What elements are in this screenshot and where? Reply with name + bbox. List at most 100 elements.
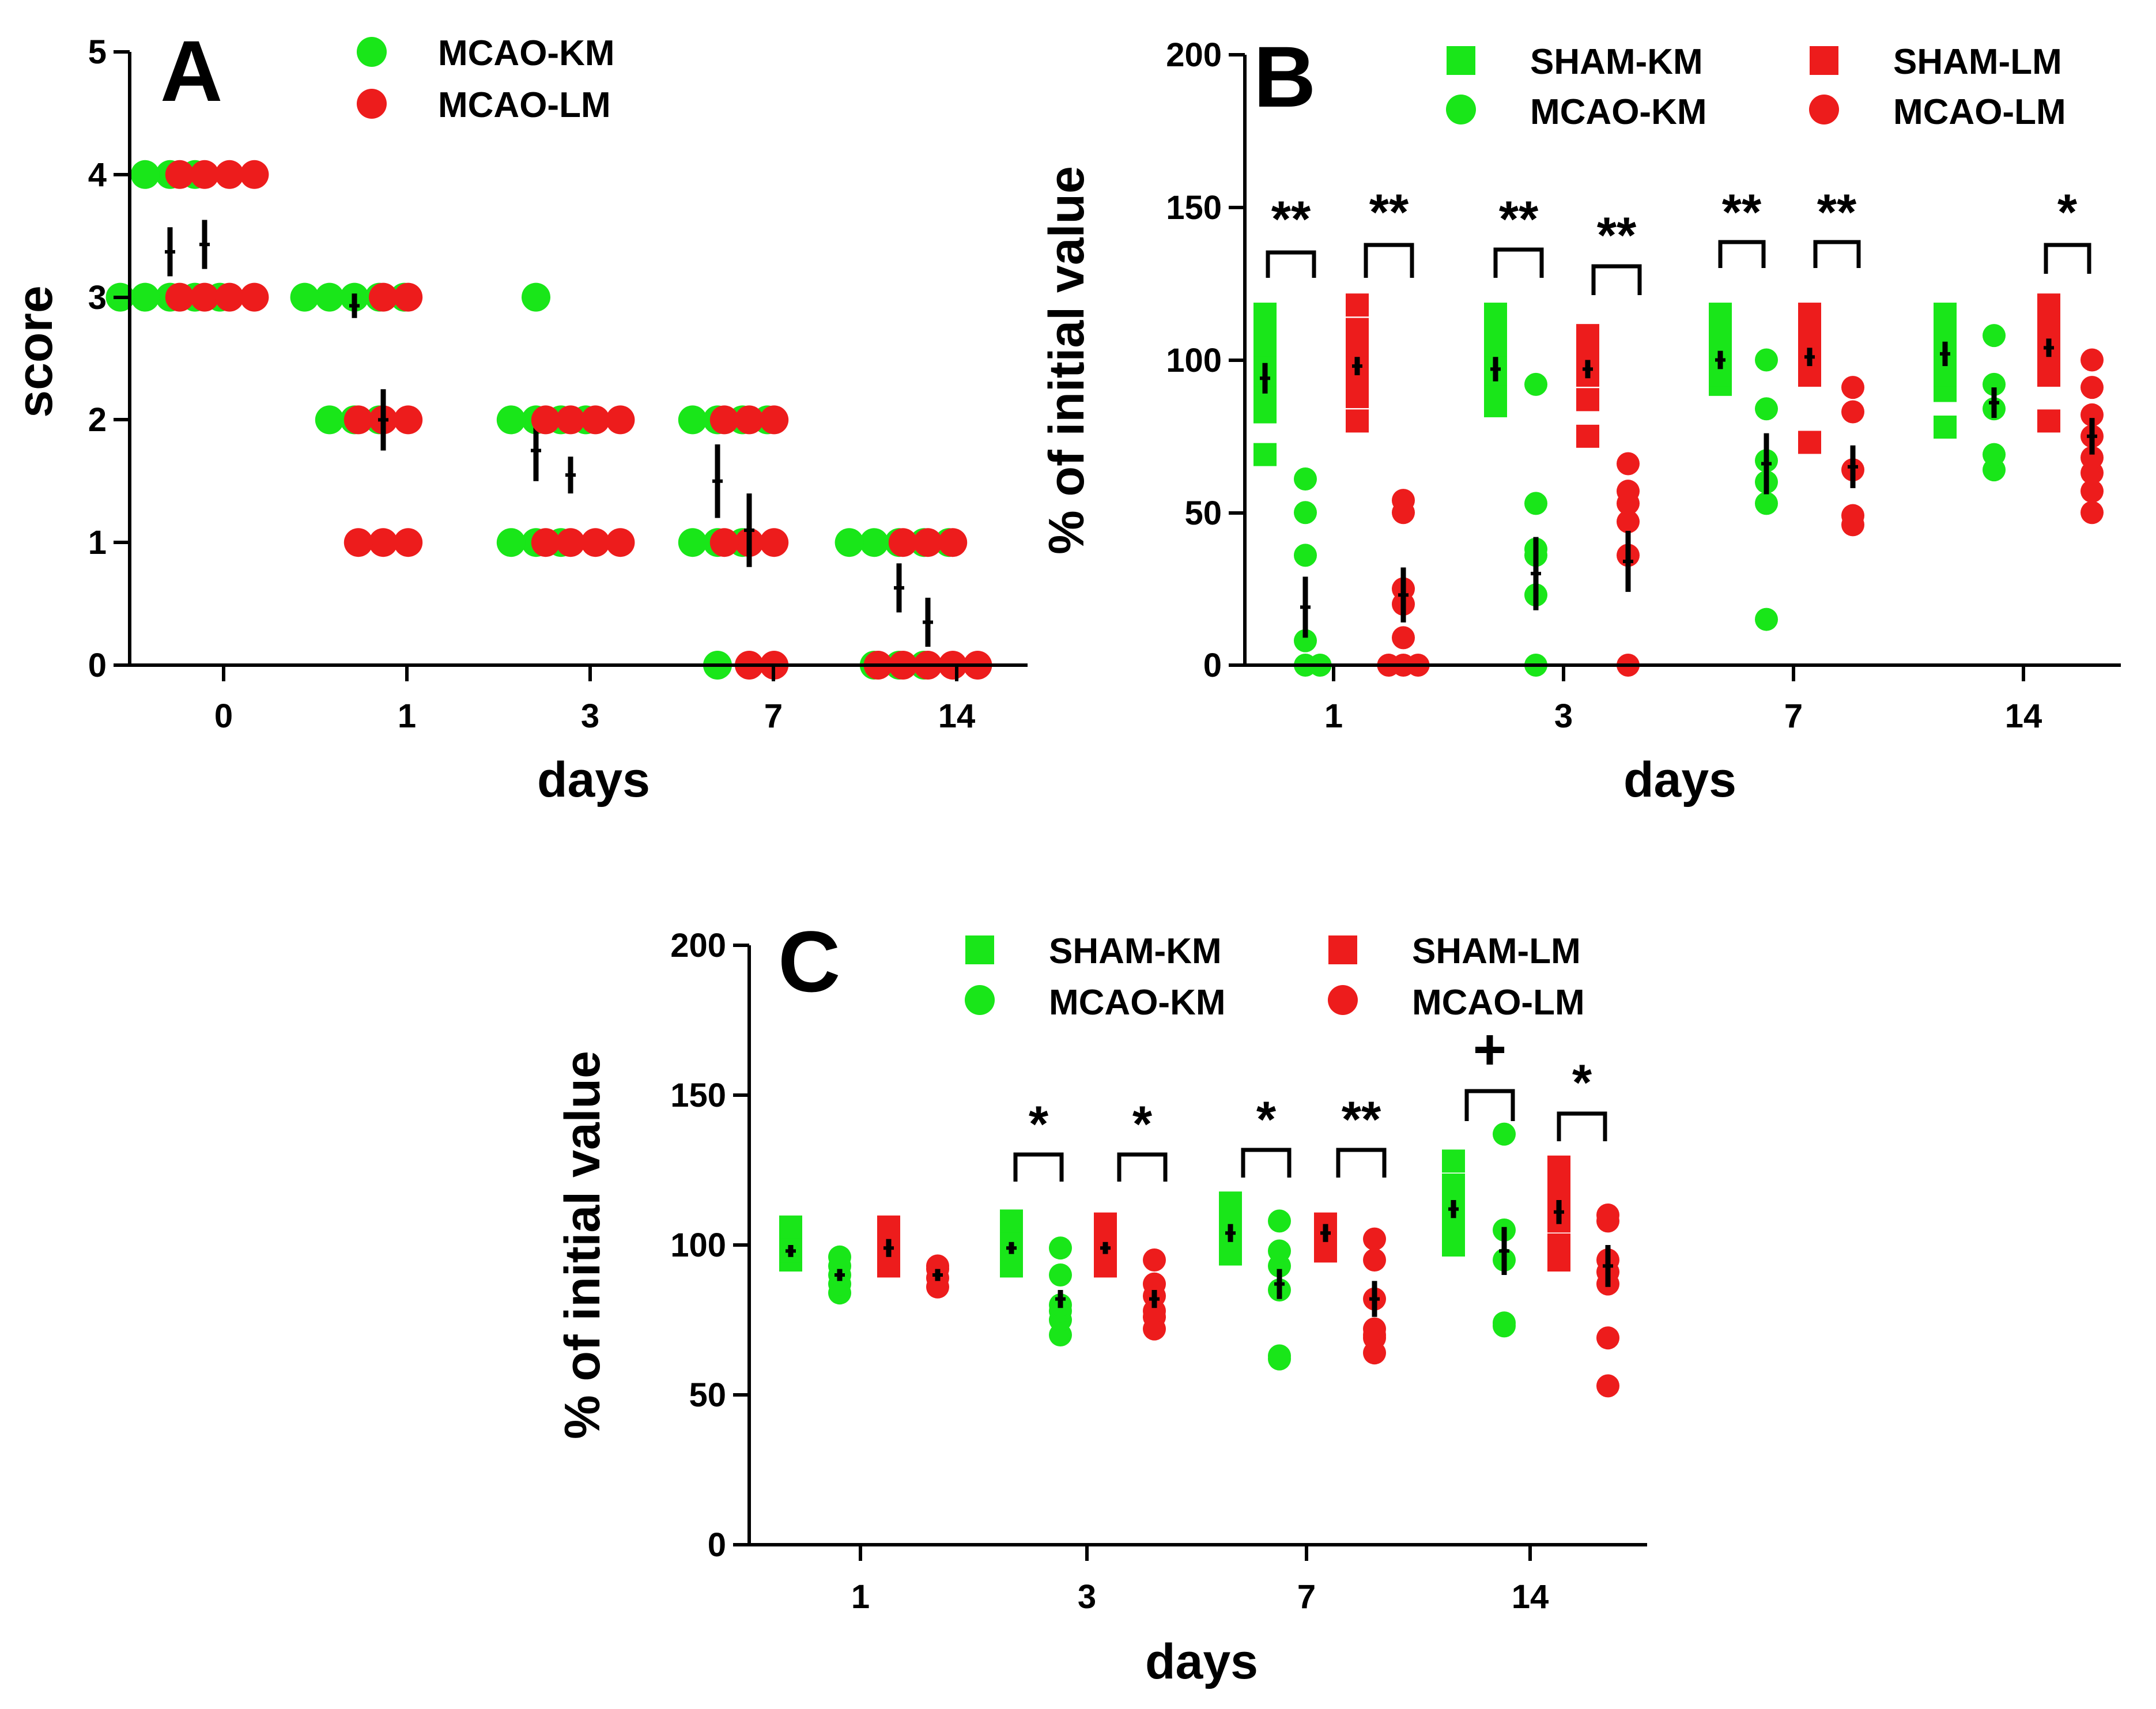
data-point-sham-km xyxy=(1934,303,1957,326)
data-point-mcao-km xyxy=(290,282,319,312)
data-point-mcao-km xyxy=(522,282,550,312)
data-point-sham-km xyxy=(1253,400,1277,424)
data-point-mcao-lm xyxy=(2081,501,2104,525)
panel-c-xtick-label: 7 xyxy=(1297,1578,1316,1616)
data-point-mcao-lm xyxy=(343,405,373,435)
sig-label: * xyxy=(2057,183,2078,240)
panel-a-xtick-label: 3 xyxy=(581,697,599,735)
data-point-mcao-km xyxy=(678,528,707,557)
data-point-mcao-km xyxy=(1294,544,1317,567)
data-point-mcao-lm xyxy=(709,528,739,557)
data-point-sham-lm xyxy=(1576,424,1599,448)
panel-b-data-marks xyxy=(1253,293,2104,677)
panel-a-ytick-label: 2 xyxy=(88,401,107,439)
legend-marker-sham-km xyxy=(965,935,994,964)
data-point-mcao-km xyxy=(1049,1263,1072,1287)
data-point-mcao-lm xyxy=(240,160,269,189)
panel-c-ytick-label: 0 xyxy=(708,1526,726,1564)
panel-b-x-axis-title: days xyxy=(1623,752,1736,808)
data-point-mcao-lm xyxy=(1841,504,1864,527)
data-point-mcao-km xyxy=(1294,501,1317,525)
data-point-mcao-lm xyxy=(709,405,739,435)
data-point-mcao-lm xyxy=(190,160,219,189)
data-point-mcao-lm xyxy=(1617,510,1640,534)
data-point-sham-lm xyxy=(1346,318,1369,341)
panel-b: 0 50 100 150 200 1 3 7 14 days % of init… xyxy=(1039,28,2121,808)
data-point-mcao-lm xyxy=(735,405,764,435)
sig-bracket xyxy=(1013,1152,1064,1182)
sig-bracket xyxy=(1813,240,1861,268)
data-point-mcao-lm xyxy=(2081,403,2104,427)
sig-bracket xyxy=(1591,264,1642,295)
data-point-mcao-lm xyxy=(938,528,968,557)
panel-b-y-axis-title: % of initial value xyxy=(1039,166,1094,554)
data-point-mcao-lm xyxy=(531,528,560,557)
data-point-sham-lm xyxy=(877,1215,900,1239)
data-point-mcao-km xyxy=(1493,1311,1516,1335)
data-point-mcao-lm xyxy=(165,282,194,312)
data-point-mcao-km xyxy=(859,528,889,557)
legend-marker-mcao-km xyxy=(965,985,995,1015)
data-point-mcao-km xyxy=(1755,492,1778,515)
legend-marker-mcao-lm xyxy=(357,89,387,119)
panel-a-ytick-label: 5 xyxy=(88,33,107,71)
panel-c-x-axis-title: days xyxy=(1145,1634,1258,1689)
legend-label-mcao-km: MCAO-KM xyxy=(1530,92,1707,132)
sig-bracket xyxy=(1336,1148,1387,1178)
data-point-mcao-km xyxy=(1493,1122,1516,1146)
data-point-mcao-lm xyxy=(1143,1272,1166,1296)
legend-label-sham-lm: SHAM-LM xyxy=(1893,42,2062,82)
data-point-mcao-km xyxy=(1268,1344,1291,1368)
data-point-mcao-km xyxy=(496,405,526,435)
data-point-mcao-lm xyxy=(369,528,398,557)
panel-b-ytick-label: 50 xyxy=(1184,495,1222,532)
data-point-sham-km xyxy=(1484,385,1507,409)
legend-marker-sham-lm xyxy=(1810,46,1838,75)
panel-c-ytick-label: 100 xyxy=(670,1227,726,1264)
data-point-mcao-lm xyxy=(888,528,917,557)
panel-c-ytick-label: 200 xyxy=(670,927,726,964)
sig-label: ** xyxy=(1597,206,1637,263)
legend-marker-sham-lm xyxy=(1328,935,1357,964)
data-point-sham-km xyxy=(1253,443,1277,466)
legend-label-mcao-lm: MCAO-LM xyxy=(1893,92,2066,132)
data-point-mcao-lm xyxy=(531,405,560,435)
legend-label-sham-km: SHAM-KM xyxy=(1530,42,1703,82)
data-point-sham-lm xyxy=(1576,324,1599,348)
data-point-mcao-lm xyxy=(913,528,942,557)
data-point-mcao-lm xyxy=(1143,1248,1166,1272)
data-point-mcao-lm xyxy=(1363,1317,1386,1341)
sig-label: ** xyxy=(1499,190,1539,247)
sig-bracket xyxy=(1493,247,1544,278)
data-point-mcao-lm xyxy=(165,160,194,189)
panel-c-ytick-label: 50 xyxy=(689,1376,726,1414)
panel-a-y-axis-title: score xyxy=(7,285,63,418)
data-point-mcao-lm xyxy=(343,528,373,557)
data-point-mcao-lm xyxy=(394,282,423,312)
data-point-sham-lm xyxy=(1798,303,1821,326)
panel-b-xtick-label: 7 xyxy=(1784,697,1803,735)
panel-b-letter: B xyxy=(1253,28,1316,125)
data-point-mcao-lm xyxy=(369,282,398,312)
panel-c-xtick-label: 3 xyxy=(1078,1578,1096,1616)
data-point-mcao-lm xyxy=(606,405,635,435)
data-point-mcao-lm xyxy=(606,528,635,557)
legend-label-mcao-km: MCAO-KM xyxy=(438,33,615,73)
data-point-mcao-lm xyxy=(2081,376,2104,399)
panel-a-ytick-label: 3 xyxy=(88,279,107,316)
data-point-mcao-lm xyxy=(1617,452,1640,476)
data-point-sham-lm xyxy=(2037,409,2060,433)
data-point-mcao-lm xyxy=(1596,1326,1619,1350)
data-point-mcao-lm xyxy=(556,405,585,435)
panel-b-xtick-label: 3 xyxy=(1554,697,1573,735)
data-point-mcao-lm xyxy=(1841,376,1864,399)
data-point-mcao-lm xyxy=(394,405,423,435)
legend-marker-mcao-km xyxy=(357,37,387,67)
data-point-mcao-km xyxy=(1983,443,2006,466)
panel-b-y-ticks: 0 50 100 150 200 xyxy=(1166,36,1245,684)
sig-label: ** xyxy=(1817,183,1857,240)
data-point-mcao-lm xyxy=(1363,1248,1386,1272)
data-point-mcao-lm xyxy=(926,1254,949,1278)
sig-bracket xyxy=(1241,1148,1292,1178)
data-point-sham-lm xyxy=(2037,293,2060,317)
